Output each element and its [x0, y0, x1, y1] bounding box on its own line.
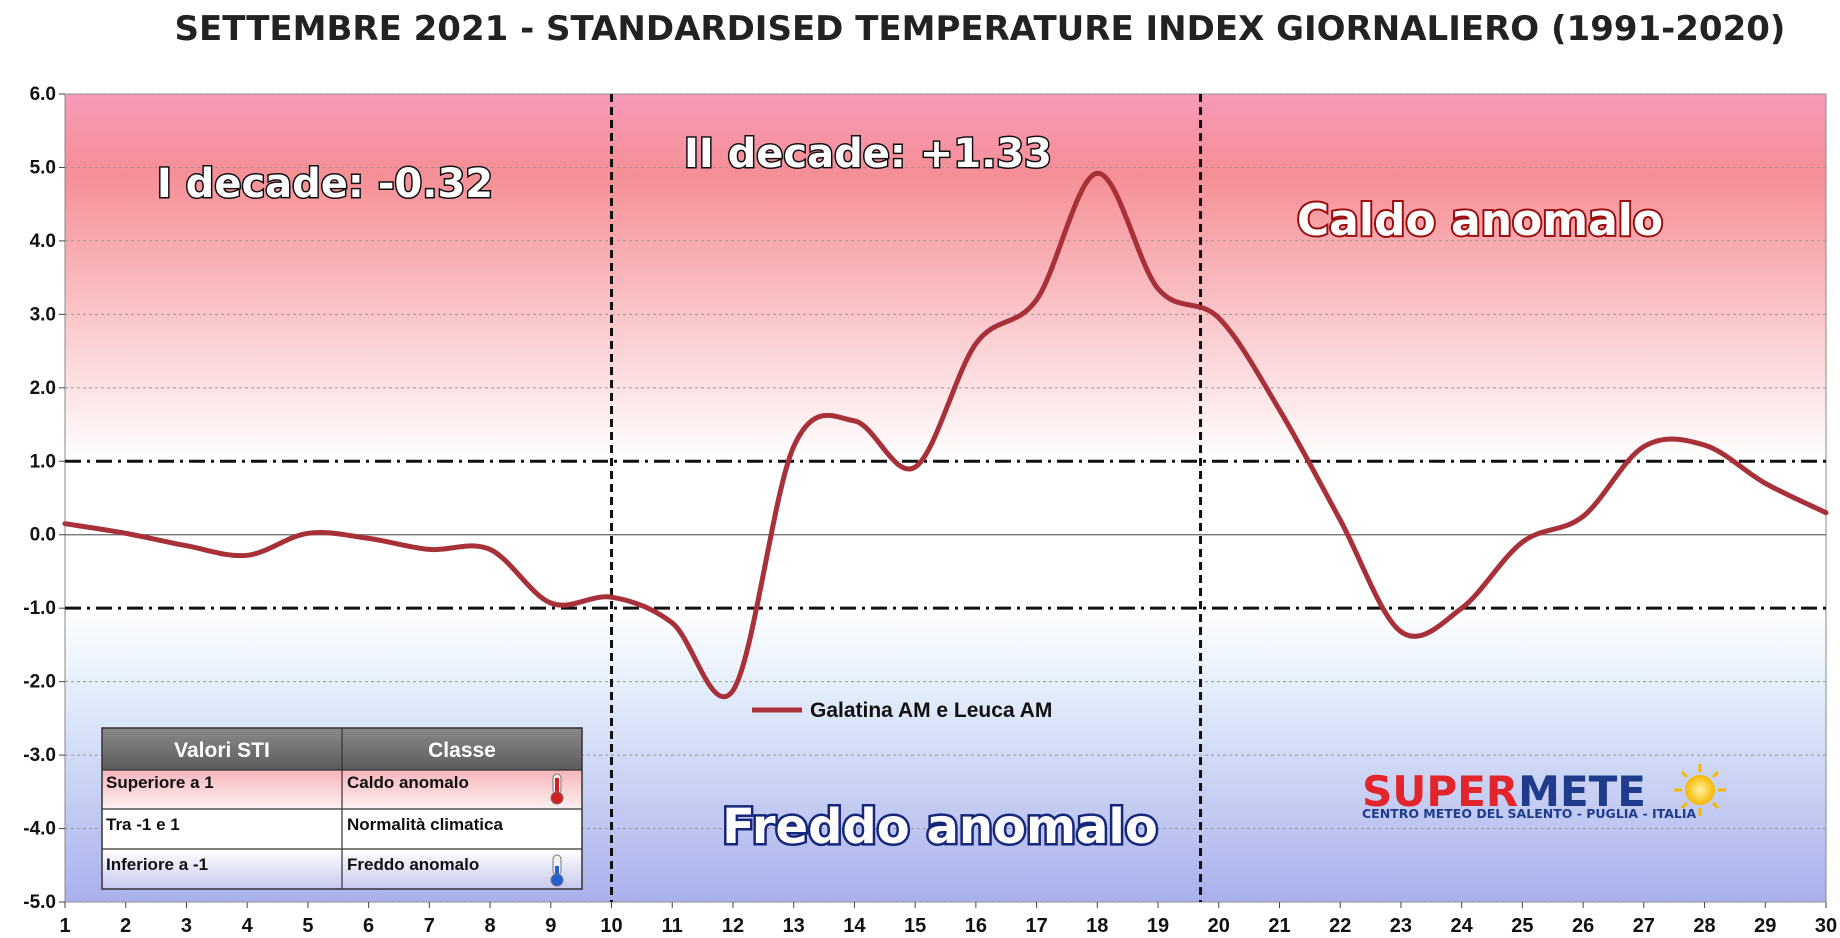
- x-tick-label: 15: [904, 915, 926, 937]
- y-tick-label: 4.0: [30, 231, 56, 252]
- x-tick-label: 28: [1693, 915, 1715, 937]
- decade-separators: [610, 94, 1203, 902]
- chart-title: SETTEMBRE 2021 - STANDARDISED TEMPERATUR…: [175, 9, 1786, 49]
- x-tick-label: 22: [1329, 915, 1351, 937]
- table-cell-range: Superiore a 1: [106, 773, 214, 792]
- x-tick-label: 5: [302, 915, 313, 937]
- table-header-class: Classe: [428, 739, 496, 762]
- warm-zone-label: Caldo anomalo: [1297, 195, 1663, 246]
- logo-subtitle: CENTRO METEO DEL SALENTO - PUGLIA - ITAL…: [1362, 806, 1696, 821]
- y-tick-label: 2.0: [30, 378, 56, 399]
- x-tick-label: 19: [1147, 915, 1169, 937]
- x-tick-label: 12: [722, 915, 744, 937]
- thermometer-cold-icon: [550, 854, 564, 887]
- x-tick-label: 26: [1572, 915, 1594, 937]
- table-cell-class: Caldo anomalo: [347, 773, 469, 792]
- logo-word-red: SUPER: [1362, 767, 1518, 816]
- logo-wordmark: SUPERMETE: [1362, 767, 1646, 816]
- x-tick-label: 16: [965, 915, 987, 937]
- y-tick-label: 0.0: [30, 525, 56, 546]
- y-tick-label: 5.0: [30, 157, 56, 178]
- y-tick-label: -5.0: [23, 892, 56, 913]
- x-tick-label: 11: [662, 915, 683, 937]
- x-tick-label: 18: [1086, 915, 1108, 937]
- x-tick-label: 24: [1451, 915, 1474, 937]
- threshold-lines: [65, 459, 1826, 610]
- x-tick-label: 6: [363, 915, 374, 937]
- y-axis-ticks: 6.0 5.0 4.0 3.0 2.0 1.0 0.0 -1.0 -2.0 -3.0 -4.0 -5.…: [23, 84, 65, 913]
- logo-word-blue: METE: [1518, 767, 1646, 816]
- series-layer: [62, 170, 1829, 700]
- sti-table: Valori STI Classe Superiore a 1 Caldo an…: [101, 727, 583, 890]
- table-cell-range: Inferiore a -1: [106, 855, 208, 874]
- x-tick-label: 7: [424, 915, 435, 937]
- x-tick-label: 20: [1208, 915, 1230, 937]
- table-cell-range: Tra -1 e 1: [106, 815, 180, 834]
- x-tick-label: 14: [843, 915, 866, 937]
- supermeteo-logo: SUPERMETE CENTRO METEO DEL SALENTO - PUG…: [1362, 764, 1726, 821]
- y-tick-label: 6.0: [30, 84, 56, 105]
- x-tick-label: 3: [181, 915, 192, 937]
- y-tick-label: -1.0: [23, 598, 56, 619]
- legend: Galatina AM e Leuca AM: [752, 699, 1052, 722]
- warm-zone: [65, 94, 1826, 462]
- table-header-range: Valori STI: [174, 739, 270, 762]
- x-tick-label: 23: [1390, 915, 1412, 937]
- x-tick-label: 2: [120, 915, 131, 937]
- x-tick-label: 1: [59, 915, 70, 937]
- sun-icon: [1674, 764, 1726, 816]
- y-tick-label: -4.0: [23, 819, 56, 840]
- table-cell-class: Freddo anomalo: [347, 855, 479, 874]
- cold-zone-label: Freddo anomalo: [722, 799, 1158, 855]
- x-tick-label: 8: [485, 915, 496, 937]
- x-tick-label: 25: [1511, 915, 1533, 937]
- y-tick-label: 3.0: [30, 304, 56, 325]
- x-tick-label: 27: [1633, 915, 1655, 937]
- x-tick-label: 10: [600, 915, 622, 937]
- y-tick-label: 1.0: [30, 451, 56, 472]
- x-tick-label: 13: [783, 915, 805, 937]
- decade-1-label: I decade: -0.32: [157, 161, 493, 207]
- plot-border: [64, 93, 1827, 903]
- x-tick-label: 4: [242, 915, 254, 937]
- series-line: [62, 170, 1829, 700]
- table-cell-class: Normalità climatica: [347, 815, 503, 834]
- x-tick-label: 29: [1754, 915, 1776, 937]
- legend-label: Galatina AM e Leuca AM: [810, 699, 1052, 722]
- decade-2-label: II decade: +1.33: [684, 131, 1052, 177]
- x-tick-label: 9: [545, 915, 556, 937]
- thermometer-hot-icon: [550, 773, 564, 805]
- x-tick-label: 30: [1815, 915, 1837, 937]
- x-tick-label: 17: [1025, 915, 1047, 937]
- y-tick-label: -3.0: [23, 745, 56, 766]
- x-axis-ticks: 1 2 3 4 5 6 7 8 9 10 11 12 13 14 15 16 17 18 19 20 21 22 23 24 2…: [59, 902, 1837, 937]
- x-tick-label: 21: [1268, 915, 1290, 937]
- y-tick-label: -2.0: [23, 672, 56, 693]
